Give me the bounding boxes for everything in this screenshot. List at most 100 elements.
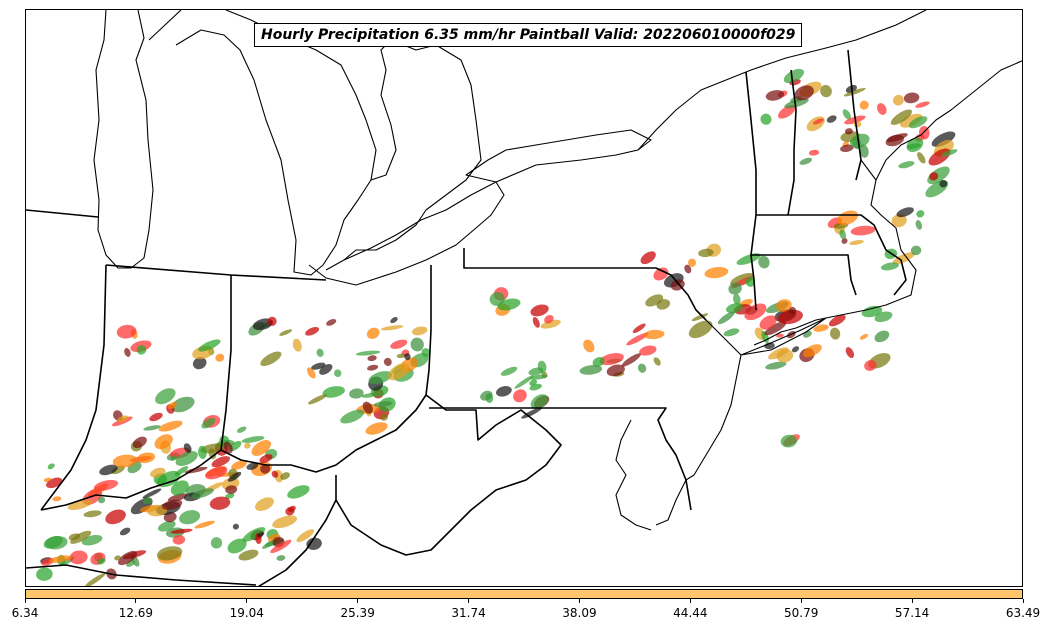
precip-blob bbox=[859, 333, 869, 340]
precip-blob bbox=[167, 401, 177, 410]
precip-blob bbox=[390, 317, 398, 324]
lake-huron-shoreline bbox=[325, 39, 482, 271]
precip-blob bbox=[172, 535, 186, 545]
state-line-westvirginia bbox=[335, 394, 562, 556]
precip-blob bbox=[500, 366, 518, 376]
precip-blob bbox=[717, 311, 735, 325]
precip-blob bbox=[691, 313, 709, 322]
map-panel: Hourly Precipitation 6.35 mm/hr Paintbal… bbox=[25, 9, 1023, 587]
precip-blob bbox=[530, 304, 549, 317]
precip-blob bbox=[209, 496, 231, 510]
precip-blob bbox=[903, 92, 920, 104]
state-line-kentucky-tennessee bbox=[26, 564, 257, 586]
colorbar-tick-label: 6.34 bbox=[11, 606, 39, 620]
precip-blob bbox=[45, 535, 68, 550]
precip-blob bbox=[794, 85, 814, 101]
colorbar-tick bbox=[800, 599, 802, 603]
precip-blob bbox=[632, 323, 646, 334]
delaware-bay bbox=[655, 419, 687, 526]
precip-blob bbox=[728, 282, 742, 295]
colorbar-tick-label: 57.14 bbox=[894, 606, 930, 620]
precip-blob bbox=[688, 320, 713, 339]
precip-blob bbox=[227, 538, 247, 554]
precip-blob bbox=[225, 493, 235, 499]
lake-michigan-shoreline bbox=[93, 10, 154, 269]
precip-blob bbox=[333, 369, 342, 377]
precip-blob bbox=[744, 303, 767, 321]
precip-blob bbox=[390, 339, 408, 349]
precip-blob bbox=[194, 520, 215, 529]
precip-blob bbox=[117, 415, 129, 423]
precip-blob bbox=[637, 363, 647, 373]
precip-blob bbox=[368, 371, 393, 385]
precip-blob bbox=[361, 393, 377, 398]
precip-blob bbox=[791, 346, 800, 353]
precip-blob bbox=[171, 396, 195, 413]
colorbar-tick bbox=[911, 599, 913, 603]
colorbar-tick bbox=[135, 599, 137, 603]
precip-blob bbox=[758, 255, 770, 269]
precip-blob bbox=[850, 225, 876, 236]
precip-blob bbox=[260, 463, 271, 474]
precip-blob bbox=[745, 276, 755, 287]
precip-blob bbox=[861, 305, 883, 318]
precip-blob bbox=[514, 375, 534, 389]
precip-blob bbox=[725, 303, 744, 314]
precip-blob bbox=[929, 172, 939, 181]
precip-blob bbox=[931, 131, 956, 147]
precip-blob bbox=[114, 555, 121, 561]
colorbar-tick-label: 63.49 bbox=[1005, 606, 1041, 620]
precip-blob bbox=[776, 349, 794, 363]
precip-blob bbox=[255, 497, 274, 512]
precip-blob bbox=[653, 267, 669, 281]
precip-blob bbox=[776, 299, 792, 313]
precip-blob bbox=[687, 258, 697, 267]
precip-blob bbox=[606, 364, 625, 377]
precip-blob bbox=[910, 245, 922, 256]
precip-blob bbox=[238, 549, 259, 561]
precip-blob bbox=[279, 329, 293, 336]
precip-blob bbox=[529, 374, 548, 380]
precip-blob bbox=[174, 466, 189, 476]
precip-blob bbox=[813, 324, 829, 332]
precip-blob bbox=[849, 239, 864, 246]
precip-blob bbox=[373, 401, 393, 408]
precip-blob bbox=[799, 157, 813, 165]
precip-blob bbox=[84, 573, 106, 586]
precip-blob bbox=[210, 537, 223, 549]
precip-blob bbox=[839, 229, 847, 240]
precip-blob bbox=[179, 510, 201, 525]
precip-blob bbox=[251, 440, 272, 456]
precip-blob bbox=[205, 466, 228, 480]
precip-blob bbox=[530, 394, 549, 409]
precip-blob bbox=[270, 539, 292, 554]
precip-blob bbox=[380, 325, 404, 331]
precip-blob bbox=[908, 116, 928, 129]
colorbar-tick bbox=[468, 599, 470, 603]
precip-blob bbox=[132, 436, 147, 449]
precip-blob bbox=[736, 253, 761, 265]
precip-blob bbox=[367, 355, 377, 362]
precip-blob bbox=[70, 530, 92, 544]
precip-blob bbox=[308, 394, 327, 405]
precip-blob bbox=[366, 327, 380, 339]
precip-blob bbox=[820, 84, 832, 98]
precip-blob bbox=[326, 319, 337, 326]
precip-blob bbox=[410, 337, 424, 352]
precip-blob bbox=[777, 309, 803, 325]
precip-blob bbox=[99, 464, 118, 476]
precip-blob bbox=[864, 360, 877, 371]
colorbar-tick-label: 44.44 bbox=[673, 606, 708, 620]
precip-blob bbox=[147, 504, 168, 517]
precip-blob bbox=[227, 471, 242, 482]
precip-blob bbox=[208, 448, 217, 460]
long-island bbox=[740, 317, 827, 356]
precip-blob bbox=[939, 179, 948, 188]
precip-blob bbox=[906, 137, 924, 153]
precip-blob bbox=[778, 105, 796, 119]
precip-blob bbox=[626, 332, 649, 346]
precip-blob bbox=[529, 379, 538, 386]
precip-blob bbox=[211, 456, 231, 468]
precip-blob bbox=[156, 546, 183, 561]
precip-blob bbox=[764, 321, 787, 336]
